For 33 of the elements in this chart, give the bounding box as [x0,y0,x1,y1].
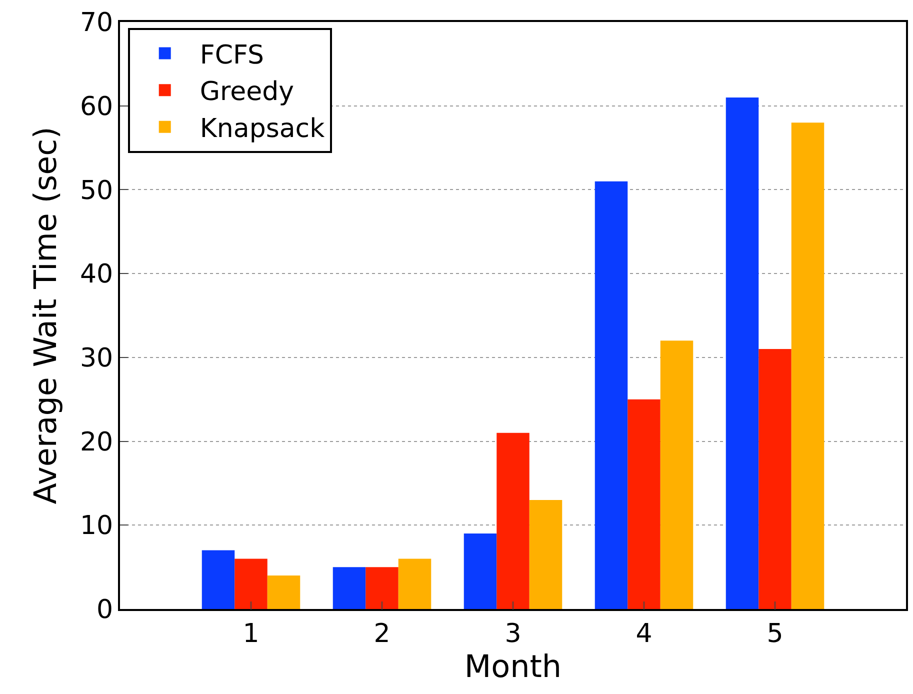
bar [234,558,268,609]
y-tick-label: 40 [80,260,114,290]
bar [202,550,235,609]
bar [758,349,792,609]
y-tick-label: 60 [80,92,114,122]
bar [594,181,628,609]
y-tick-label: 30 [80,344,114,374]
y-tick-label: 10 [80,511,114,542]
bar [628,399,660,609]
x-axis-title: Month [464,648,562,685]
bar [332,567,366,609]
x-tick-label: 4 [636,618,652,649]
legend-label: Knapsack [200,114,325,144]
x-tick-label: 3 [504,618,522,649]
bar [496,432,530,609]
bar [464,534,497,609]
bar [726,97,759,609]
legend-label: Greedy [200,77,294,108]
legend-label: FCFS [200,40,264,70]
y-tick-label: 0 [96,595,114,626]
x-tick-label: 2 [374,618,390,649]
y-axis-title: Average Wait Time (sec) [28,126,64,504]
y-tick-label: 50 [80,176,114,206]
bar [267,575,300,609]
x-tick-label: 1 [242,618,260,649]
y-tick-label: 70 [80,8,114,38]
y-tick-label: 20 [80,427,114,458]
bar [529,500,562,609]
bar [791,122,824,609]
bar [660,340,694,609]
bar [366,567,398,609]
x-tick-label: 5 [766,618,784,649]
bar [398,558,432,609]
